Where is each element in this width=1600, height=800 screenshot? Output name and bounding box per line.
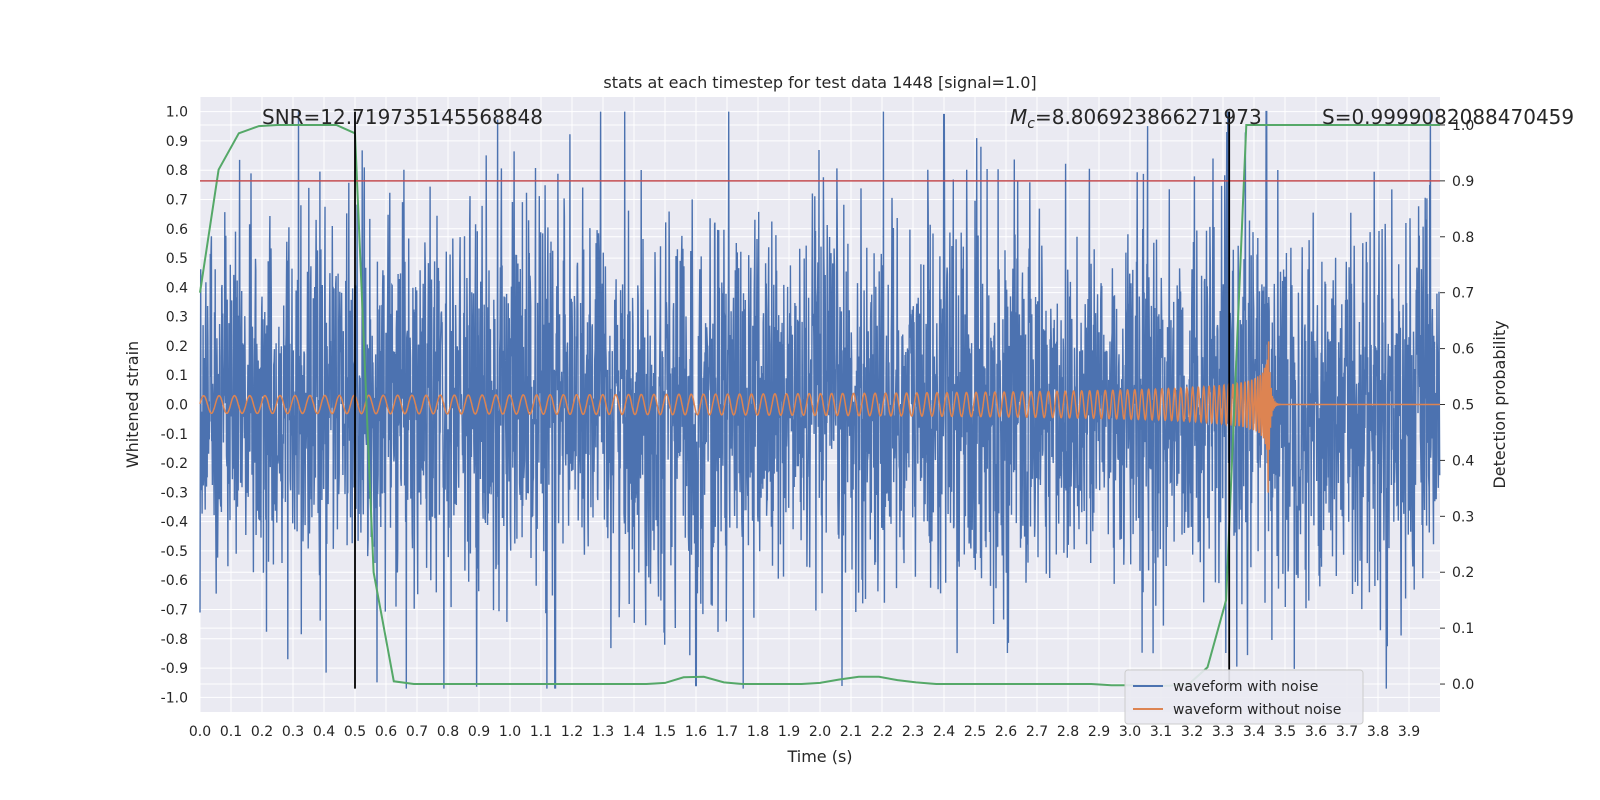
series-waveform-without-noise: [199, 341, 1440, 493]
x-tick-label: 1.9: [778, 724, 800, 740]
x-tick-label: 2.7: [1026, 724, 1048, 740]
x-tick-label: 1.8: [747, 724, 769, 740]
x-tick-label: 2.3: [902, 724, 924, 740]
legend-label-noisy: waveform with noise: [1173, 679, 1318, 695]
reference-lines: [200, 111, 1440, 689]
snr-annotation: SNR=12.719735145568848: [262, 105, 543, 129]
x-tick-label: 0.0: [189, 724, 211, 740]
x-tick-label: 2.4: [933, 724, 955, 740]
x-tick-label: 3.4: [1243, 724, 1265, 740]
y-left-tick-label: 0.1: [166, 368, 188, 384]
x-tick-label: 1.1: [530, 724, 552, 740]
x-tick-label: 0.3: [282, 724, 304, 740]
series-layer: [199, 110, 1441, 689]
y-axis-label-right: Detection probability: [1490, 320, 1509, 488]
y-right-tick-label: 0.5: [1452, 398, 1474, 414]
mc-symbol: M: [1010, 105, 1027, 129]
y-right-tick-label: 0.2: [1452, 565, 1474, 581]
y-left-tick-label: 0.0: [166, 398, 188, 414]
chirp-mass-annotation: Mc=8.806923866271973: [1010, 105, 1262, 132]
y-right-tick-label: 0.9: [1452, 174, 1474, 190]
x-tick-label: 3.7: [1336, 724, 1358, 740]
y-right-tick-label: 0.1: [1452, 621, 1474, 637]
y-left-tick-label: -0.1: [161, 427, 188, 443]
legend: waveform with noise waveform without noi…: [1124, 669, 1364, 725]
y-axis-label-left: Whitened strain: [123, 341, 142, 468]
x-tick-label: 2.2: [871, 724, 893, 740]
tick-labels: 0.0 0.1 0.2 0.3 0.4 0.5 0.6 0.7 0.8 0.9 1.0 1.1 1.2 1…: [161, 105, 1475, 740]
x-tick-label: 0.5: [344, 724, 366, 740]
mc-value: =8.806923866271973: [1035, 105, 1262, 129]
x-tick-label: 2.8: [1057, 724, 1079, 740]
y-left-tick-label: 0.9: [166, 134, 188, 150]
x-tick-label: 3.0: [1119, 724, 1141, 740]
x-tick-label: 3.6: [1305, 724, 1327, 740]
x-tick-label: 2.6: [995, 724, 1017, 740]
x-axis-label: Time (s): [786, 747, 852, 766]
x-tick-label: 0.7: [406, 724, 428, 740]
x-tick-label: 3.2: [1181, 724, 1203, 740]
chart-title: stats at each timestep for test data 144…: [603, 73, 1036, 92]
y-left-tick-label: -0.6: [161, 573, 188, 589]
x-tick-label: 3.1: [1150, 724, 1172, 740]
x-tick-label: 1.2: [561, 724, 583, 740]
x-tick-label: 0.8: [437, 724, 459, 740]
x-tick-label: 1.4: [623, 724, 645, 740]
y-right-tick-label: 0.0: [1452, 677, 1474, 693]
y-left-tick-label: -0.7: [161, 603, 188, 619]
y-left-tick-label: 0.4: [166, 280, 188, 296]
y-left-tick-label: -1.0: [161, 690, 188, 706]
x-tick-label: 3.3: [1212, 724, 1234, 740]
x-tick-label: 2.1: [840, 724, 862, 740]
x-tick-label: 1.3: [592, 724, 614, 740]
x-tick-label: 2.5: [964, 724, 986, 740]
series-detection-probability: [199, 124, 1440, 687]
y-left-tick-label: 0.5: [166, 251, 188, 267]
y-right-tick-label: 0.3: [1452, 509, 1474, 525]
y-left-tick-label: 0.6: [166, 222, 188, 238]
y-left-tick-label: 0.8: [166, 163, 188, 179]
x-tick-label: 1.5: [654, 724, 676, 740]
x-tick-label: 0.4: [313, 724, 335, 740]
y-left-tick-label: -0.4: [161, 515, 188, 531]
mc-subscript: c: [1027, 116, 1035, 132]
y-right-tick-label: 0.7: [1452, 286, 1474, 302]
series-waveform-with-noise: [199, 110, 1441, 689]
y-right-tick-label: 0.6: [1452, 342, 1474, 358]
x-tick-label: 2.0: [809, 724, 831, 740]
y-left-tick-label: -0.8: [161, 632, 188, 648]
y-right-tick-label: 0.8: [1452, 230, 1474, 246]
y-left-tick-label: -0.3: [161, 485, 188, 501]
x-tick-label: 1.7: [716, 724, 738, 740]
y-right-tick-label: 1.0: [1452, 118, 1474, 134]
legend-label-clean: waveform without noise: [1173, 702, 1341, 718]
x-tick-label: 2.9: [1088, 724, 1110, 740]
y-left-tick-label: -0.2: [161, 456, 188, 472]
legend-box: [1124, 669, 1364, 725]
y-left-tick-label: 0.2: [166, 339, 188, 355]
y-left-tick-label: 0.7: [166, 193, 188, 209]
y-left-tick-label: -0.5: [161, 544, 188, 560]
x-tick-label: 0.2: [251, 724, 273, 740]
x-tick-label: 3.5: [1274, 724, 1296, 740]
y-left-tick-label: -0.9: [161, 661, 188, 677]
y-left-tick-label: 0.3: [166, 310, 188, 326]
y-left-tick-label: 1.0: [166, 105, 188, 121]
x-tick-label: 1.6: [685, 724, 707, 740]
x-tick-label: 3.8: [1367, 724, 1389, 740]
x-tick-label: 1.0: [499, 724, 521, 740]
x-tick-label: 0.6: [375, 724, 397, 740]
x-tick-label: 3.9: [1398, 724, 1420, 740]
x-tick-label: 0.9: [468, 724, 490, 740]
s-annotation: S=0.9999082088470459: [1322, 105, 1574, 129]
x-tick-label: 0.1: [220, 724, 242, 740]
y-right-tick-label: 0.4: [1452, 453, 1474, 469]
